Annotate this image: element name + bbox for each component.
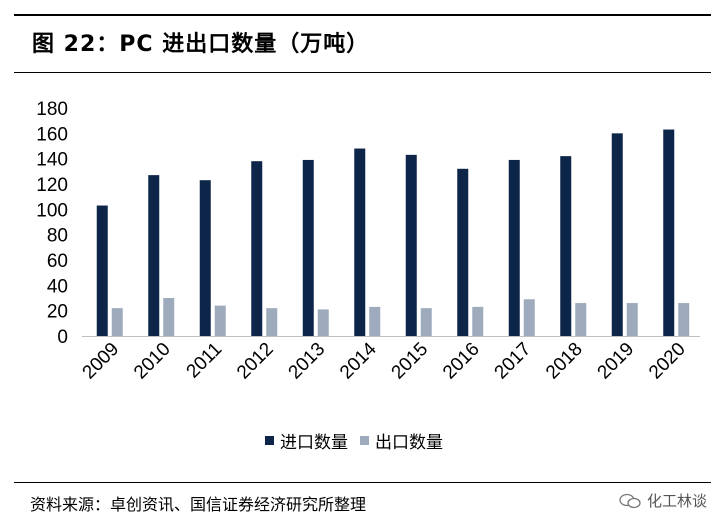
- bar-export: [111, 308, 123, 336]
- x-tick-label: 2016: [439, 339, 484, 384]
- bar-export: [266, 308, 278, 336]
- bar-export: [214, 305, 226, 336]
- figure-title: 图 22：PC 进出口数量（万吨）: [32, 32, 370, 57]
- y-tick-label: 60: [47, 251, 68, 272]
- bar-import: [560, 156, 572, 336]
- bar-export: [163, 298, 175, 336]
- x-tick-label: 2013: [285, 339, 330, 384]
- x-tick-label: 2010: [130, 339, 175, 384]
- y-tick-label: 40: [47, 276, 68, 297]
- x-tick-label: 2009: [79, 339, 124, 384]
- x-tick-label: 2020: [645, 339, 690, 384]
- legend-label-import: 进口数量: [280, 433, 348, 453]
- y-tick-label: 160: [36, 124, 68, 145]
- bar-import: [405, 154, 417, 336]
- legend-item-export: 出口数量: [360, 428, 443, 453]
- bar-export: [626, 303, 638, 336]
- bar-chart: 0 20 40 60 80 100 120 140 160 180 2009 2010 2011 2012…: [36, 99, 700, 384]
- source-note: 资料来源：卓创资讯、国信证券经济研究所整理: [30, 495, 367, 514]
- y-tick-label: 140: [36, 150, 68, 171]
- legend-swatch-export: [360, 436, 369, 445]
- bar-export: [420, 308, 432, 336]
- x-tick-label: 2017: [491, 339, 536, 384]
- bar-import: [457, 168, 469, 336]
- x-tick-label: 2019: [594, 339, 639, 384]
- bar-export: [575, 303, 587, 336]
- x-tick-label: 2018: [542, 339, 587, 384]
- x-tick-label: 2012: [233, 339, 278, 384]
- bar-export: [472, 306, 484, 336]
- watermark: 化工林谈: [619, 490, 707, 511]
- bar-export: [317, 309, 329, 336]
- chart-legend: 进口数量 出口数量: [265, 428, 443, 453]
- watermark-text: 化工林谈: [646, 492, 707, 510]
- bar-export: [523, 299, 535, 336]
- bar-import: [508, 159, 520, 336]
- y-tick-label: 0: [57, 327, 68, 348]
- bar-import: [251, 161, 263, 336]
- top-rule: [14, 14, 711, 16]
- bar-import: [302, 159, 314, 336]
- wechat-icon: [619, 493, 641, 508]
- x-tick-label: 2011: [183, 339, 227, 383]
- x-tick-label: 2014: [336, 338, 381, 383]
- bar-import: [148, 175, 160, 336]
- title-rule: [14, 72, 711, 73]
- bar-export: [678, 303, 690, 336]
- bar-import: [663, 129, 675, 336]
- bar-import: [96, 205, 108, 336]
- bar-import: [611, 133, 623, 336]
- y-tick-label: 120: [36, 175, 68, 196]
- bar-import: [354, 148, 366, 336]
- legend-label-export: 出口数量: [375, 433, 443, 453]
- y-tick-label: 100: [36, 200, 68, 221]
- legend-item-import: 进口数量: [265, 428, 348, 453]
- y-tick-label: 80: [47, 226, 68, 247]
- y-tick-label: 20: [47, 302, 68, 323]
- bar-import: [199, 180, 211, 336]
- bar-export: [369, 306, 381, 336]
- bottom-rule: [14, 482, 711, 483]
- y-tick-label: 180: [36, 99, 68, 120]
- legend-swatch-import: [265, 436, 274, 445]
- x-tick-label: 2015: [388, 339, 433, 384]
